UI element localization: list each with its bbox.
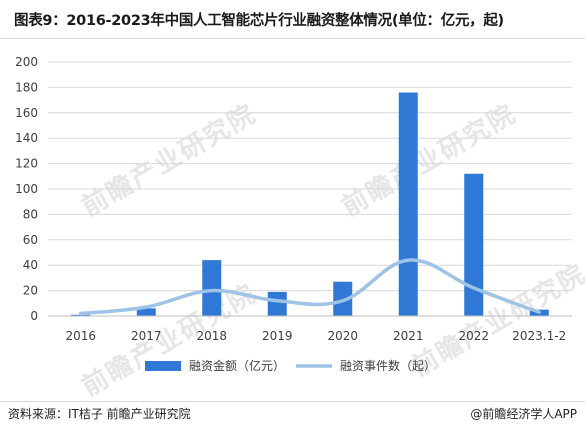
legend-label-bar: 融资金额（亿元）: [189, 358, 285, 373]
x-tick-label: 2021: [393, 329, 424, 343]
y-tick-label: 180: [15, 80, 38, 94]
chart-canvas: 0 20 40 60 80 100 120 140 160 180 200 2016 2017 2018 2…: [15, 55, 572, 373]
chart-title: 图表9：2016-2023年中国人工智能芯片行业融资整体情况(单位：亿元，起): [14, 13, 504, 29]
x-tick-label: 2016: [65, 329, 96, 343]
y-tick-label: 120: [15, 157, 38, 171]
x-tick-label: 2018: [196, 329, 227, 343]
footer-divider: [0, 401, 585, 402]
legend-label-line: 融资事件数（起）: [340, 358, 436, 373]
bar: [333, 281, 353, 316]
x-tick-label: 2023.1-2: [512, 329, 566, 343]
y-tick-label: 200: [15, 55, 38, 69]
y-tick-label: 40: [23, 258, 38, 272]
brand-label: @前瞻经济学人APP: [470, 407, 577, 421]
bar: [136, 308, 156, 316]
series-line: [79, 258, 541, 316]
y-tick-label: 20: [23, 284, 38, 298]
legend-swatch-bar: [145, 361, 181, 371]
bar: [202, 260, 222, 316]
y-tick-label: 160: [15, 106, 38, 120]
y-tick-label: 60: [23, 233, 38, 247]
bar: [267, 291, 287, 316]
bar: [71, 314, 91, 316]
source-note: 资料来源：IT桔子 前瞻产业研究院: [8, 407, 191, 421]
x-tick-label: 2019: [262, 329, 293, 343]
y-tick-label: 140: [15, 131, 38, 145]
y-tick-label: 80: [23, 207, 38, 221]
y-tick-label: 0: [30, 309, 38, 323]
x-tick-label: 2020: [327, 329, 358, 343]
x-tick-label: 2022: [458, 329, 489, 343]
x-tick-label: 2017: [131, 329, 162, 343]
title-divider: [0, 38, 585, 39]
bar: [464, 173, 484, 316]
y-tick-label: 100: [15, 182, 38, 196]
bar: [398, 92, 418, 316]
